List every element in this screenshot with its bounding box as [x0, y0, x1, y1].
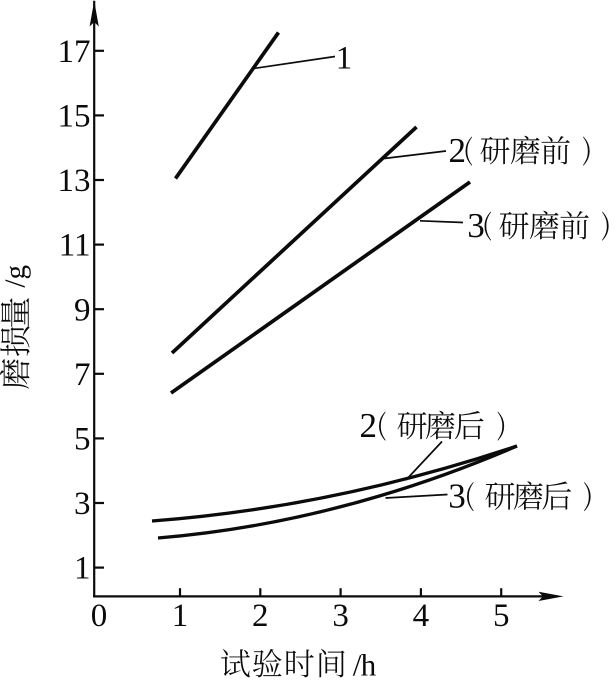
svg-text:0: 0 [91, 598, 108, 634]
svg-text:7: 7 [74, 357, 91, 393]
svg-text:15: 15 [58, 99, 91, 135]
svg-text:1: 1 [74, 551, 91, 587]
svg-text:5: 5 [74, 422, 91, 458]
svg-text:3: 3 [332, 598, 349, 634]
svg-text:1: 1 [172, 598, 189, 634]
svg-text:11: 11 [59, 228, 91, 264]
svg-text:13: 13 [58, 163, 91, 199]
svg-text:4: 4 [413, 598, 430, 634]
svg-text:3: 3 [74, 486, 91, 522]
svg-text:1: 1 [336, 41, 353, 77]
svg-text:9: 9 [74, 292, 91, 328]
svg-text:2: 2 [252, 598, 269, 634]
svg-text:17: 17 [58, 34, 91, 70]
svg-text:5: 5 [493, 598, 510, 634]
